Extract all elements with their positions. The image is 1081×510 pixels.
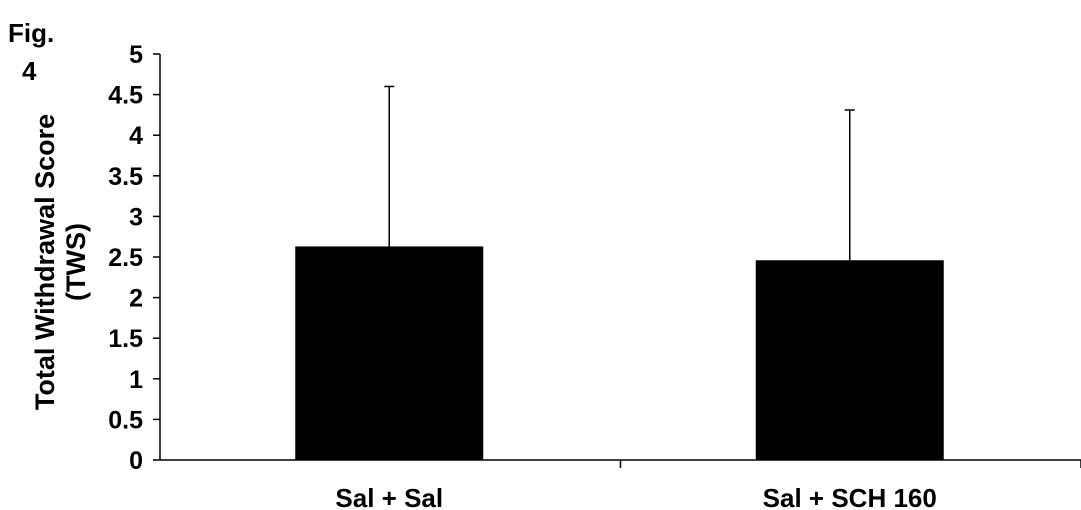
y-tick-label: 1.5 (108, 325, 143, 353)
plot-area: 0 0.5 1 1.5 2 2.5 3 3.5 4 4.5 5 Sal + Sal Sal + SCH … (108, 41, 1081, 510)
category-label: Sal + SCH 160 (763, 483, 937, 510)
y-tick-label: 4.5 (108, 82, 143, 110)
y-axis-title-line2: (TWS) (61, 223, 91, 301)
y-tick-label: 3.5 (108, 163, 143, 191)
y-axis-title: Total Withdrawal Score (TWS) (30, 114, 91, 410)
figure-label-line1: Fig. (8, 18, 54, 48)
bar (755, 260, 944, 460)
y-tick-label: 2 (129, 285, 143, 313)
y-tick-label: 5 (129, 41, 143, 69)
category-label: Sal + Sal (335, 483, 443, 510)
y-tick-label: 3 (129, 203, 143, 231)
y-tick-label: 1 (129, 366, 143, 394)
y-axis-title-line1: Total Withdrawal Score (30, 114, 60, 410)
bar (295, 246, 484, 460)
figure-label-line2: 4 (22, 56, 37, 86)
y-tick-label: 0 (129, 447, 143, 475)
y-tick-label: 0.5 (108, 406, 143, 434)
y-tick-label: 2.5 (108, 244, 143, 272)
y-tick-label: 4 (129, 122, 143, 150)
